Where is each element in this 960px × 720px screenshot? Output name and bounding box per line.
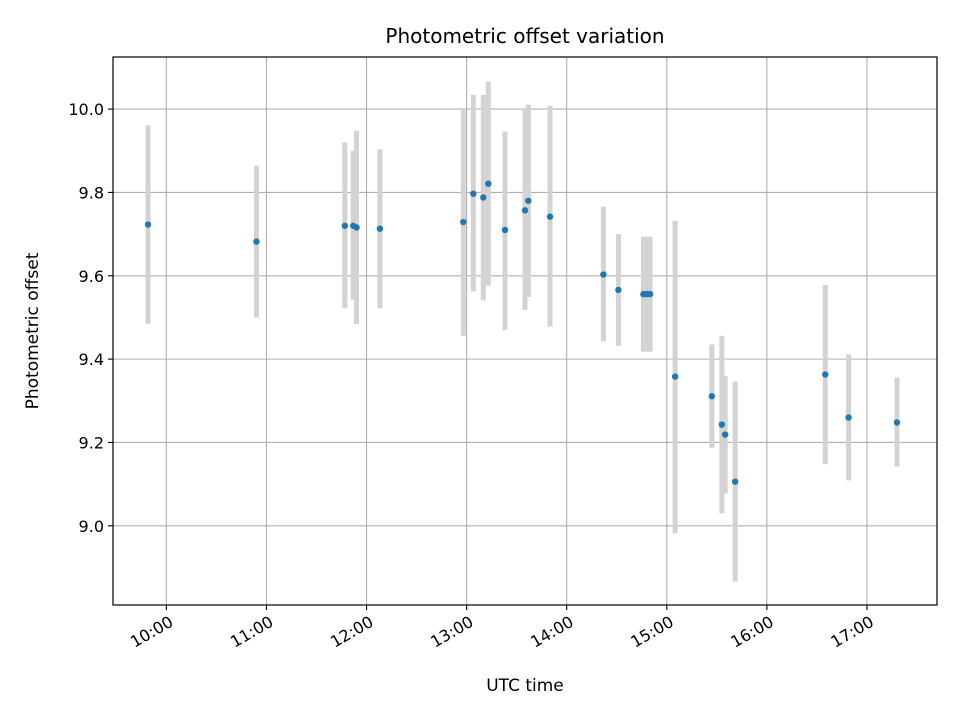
data-point	[485, 180, 492, 187]
data-point	[460, 218, 467, 226]
chart-title: Photometric offset variation	[385, 24, 664, 48]
y-tick-label: 10.0	[68, 100, 104, 119]
data-point	[501, 226, 509, 234]
data-point	[615, 286, 622, 294]
plot-frame	[112, 56, 938, 606]
data-point	[480, 194, 487, 201]
y-axis-label: Photometric offset	[23, 252, 43, 409]
data-point	[822, 371, 829, 378]
data-point	[646, 290, 654, 298]
y-tick-label: 9.4	[79, 350, 104, 369]
data-point	[731, 478, 739, 485]
data-point	[721, 431, 729, 438]
data-point	[470, 190, 477, 197]
data-point	[671, 373, 679, 380]
y-tick-label: 9.2	[79, 433, 104, 452]
y-tick-label: 9.8	[79, 183, 104, 202]
data-point	[718, 421, 726, 428]
data-points	[144, 180, 901, 485]
data-point	[376, 225, 384, 232]
data-point	[521, 207, 529, 214]
data-point	[341, 222, 349, 229]
x-axis-label: UTC time	[486, 676, 564, 696]
data-point	[600, 271, 607, 278]
data-point	[845, 414, 852, 421]
data-point	[546, 213, 554, 220]
data-point	[253, 238, 260, 245]
data-point	[708, 393, 716, 400]
y-axis-ticks: 9.0 9.2 9.4 9.6 9.8 10.0	[68, 100, 113, 536]
data-point	[893, 419, 901, 426]
y-tick-label: 9.6	[79, 267, 104, 286]
data-point	[353, 224, 360, 231]
y-tick-label: 9.0	[79, 517, 104, 536]
data-point	[525, 197, 532, 204]
data-point	[144, 221, 152, 228]
